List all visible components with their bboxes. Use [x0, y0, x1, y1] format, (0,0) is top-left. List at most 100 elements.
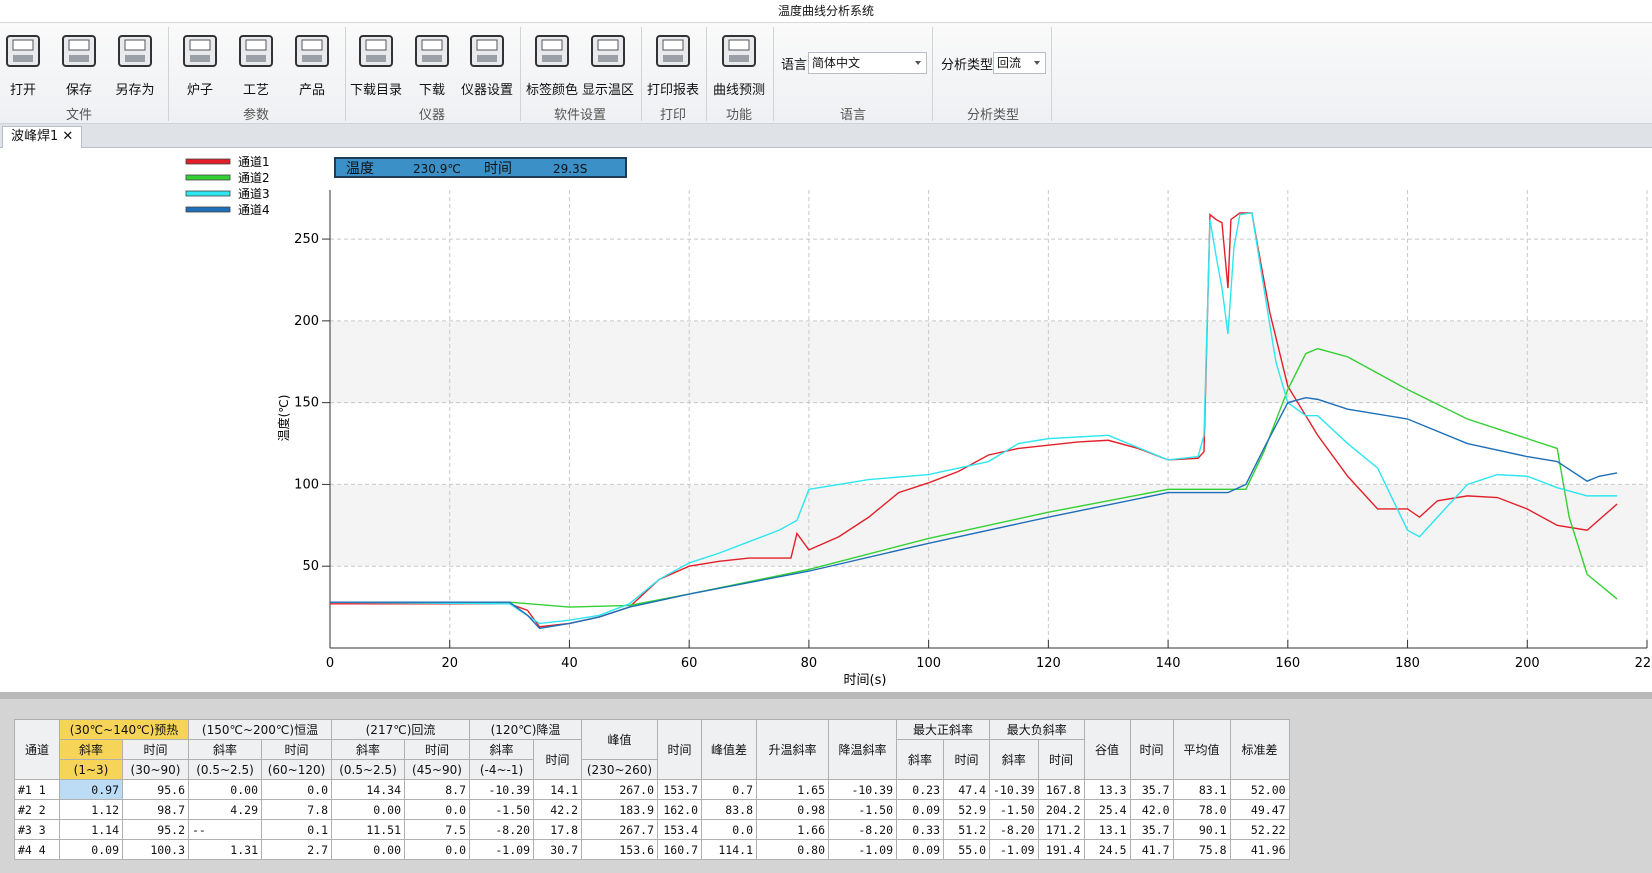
- table-cell[interactable]: 153.6: [581, 839, 658, 860]
- table-cell[interactable]: -1.09: [828, 839, 897, 860]
- toolbar-button[interactable]: 另存为: [105, 31, 165, 98]
- table-cell[interactable]: 35.7: [1129, 779, 1174, 800]
- table-cell[interactable]: 95.6: [122, 779, 189, 800]
- table-cell[interactable]: 162.0: [657, 799, 702, 820]
- table-cell[interactable]: 0.0: [261, 779, 332, 800]
- table-cell[interactable]: 35.7: [1129, 819, 1174, 840]
- table-cell[interactable]: -1.50: [469, 799, 534, 820]
- language-combo[interactable]: 简体中文: [808, 52, 927, 74]
- table-cell[interactable]: 7.8: [261, 799, 332, 820]
- table-cell[interactable]: -8.20: [828, 819, 897, 840]
- table-cell[interactable]: 0.7: [701, 779, 757, 800]
- table-cell[interactable]: 14.1: [533, 779, 582, 800]
- table-cell[interactable]: 0.0: [404, 839, 470, 860]
- table-cell[interactable]: -10.39: [989, 779, 1039, 800]
- table-cell[interactable]: 267.7: [581, 819, 658, 840]
- table-cell[interactable]: 1.65: [756, 779, 829, 800]
- table-cell[interactable]: 160.7: [657, 839, 702, 860]
- table-cell[interactable]: 13.1: [1083, 819, 1131, 840]
- table-cell[interactable]: 14.34: [331, 779, 405, 800]
- table-cell[interactable]: 41.7: [1129, 839, 1174, 860]
- table-cell[interactable]: -1.09: [989, 839, 1039, 860]
- table-cell[interactable]: 8.7: [404, 779, 470, 800]
- table-cell[interactable]: 0.00: [331, 799, 405, 820]
- toolbar-button[interactable]: 工艺: [226, 31, 286, 98]
- toolbar-button[interactable]: 打开: [0, 31, 53, 98]
- table-cell[interactable]: 25.4: [1083, 799, 1131, 820]
- table-cell[interactable]: 30.7: [533, 839, 582, 860]
- table-cell[interactable]: --: [188, 819, 262, 840]
- table-cell[interactable]: 1.31: [188, 839, 262, 860]
- table-cell[interactable]: 0.0: [701, 819, 757, 840]
- table-cell[interactable]: 24.5: [1083, 839, 1131, 860]
- table-cell[interactable]: 95.2: [122, 819, 189, 840]
- table-cell[interactable]: 42.0: [1129, 799, 1174, 820]
- table-cell[interactable]: 98.7: [122, 799, 189, 820]
- toolbar-button[interactable]: 产品: [282, 31, 342, 98]
- table-cell[interactable]: 42.2: [533, 799, 582, 820]
- table-cell[interactable]: 52.00: [1229, 779, 1290, 800]
- table-cell[interactable]: -1.09: [469, 839, 534, 860]
- table-cell[interactable]: 267.0: [581, 779, 658, 800]
- table-cell[interactable]: 0.09: [59, 839, 123, 860]
- toolbar-button[interactable]: 炉子: [170, 31, 230, 98]
- analysis-combo[interactable]: 回流: [993, 52, 1046, 74]
- table-cell[interactable]: 52.22: [1229, 819, 1290, 840]
- table-cell[interactable]: #2 2: [14, 799, 60, 820]
- table-cell[interactable]: 0.0: [404, 799, 470, 820]
- table-cell[interactable]: 78.0: [1172, 799, 1231, 820]
- toolbar-button[interactable]: 打印报表: [643, 31, 703, 98]
- table-cell[interactable]: 0.09: [896, 799, 944, 820]
- table-cell[interactable]: -1.50: [989, 799, 1039, 820]
- table-cell[interactable]: 1.14: [59, 819, 123, 840]
- table-cell[interactable]: #3 3: [14, 819, 60, 840]
- table-cell[interactable]: -10.39: [828, 779, 897, 800]
- document-tab[interactable]: 波峰焊1 ✕: [2, 126, 83, 148]
- table-cell[interactable]: 17.8: [533, 819, 582, 840]
- table-cell[interactable]: 114.1: [701, 839, 757, 860]
- table-cell[interactable]: 1.12: [59, 799, 123, 820]
- toolbar-button[interactable]: 保存: [49, 31, 109, 98]
- table-cell[interactable]: 153.7: [657, 779, 702, 800]
- table-cell[interactable]: -8.20: [469, 819, 534, 840]
- table-cell[interactable]: 0.1: [261, 819, 332, 840]
- table-cell[interactable]: -8.20: [989, 819, 1039, 840]
- table-cell[interactable]: -10.39: [469, 779, 534, 800]
- toolbar-button[interactable]: 下载: [402, 31, 462, 98]
- table-cell[interactable]: -1.50: [828, 799, 897, 820]
- toolbar-button[interactable]: 曲线预测: [709, 31, 769, 98]
- table-cell[interactable]: #4 4: [14, 839, 60, 860]
- table-cell[interactable]: 4.29: [188, 799, 262, 820]
- table-cell[interactable]: 83.8: [701, 799, 757, 820]
- table-cell[interactable]: 0.00: [188, 779, 262, 800]
- tab-close[interactable]: ✕: [62, 129, 74, 144]
- table-cell[interactable]: 11.51: [331, 819, 405, 840]
- table-cell[interactable]: 55.0: [943, 839, 990, 860]
- toolbar-button[interactable]: 仪器设置: [457, 31, 517, 98]
- table-cell[interactable]: 52.9: [943, 799, 990, 820]
- table-cell[interactable]: 167.8: [1037, 779, 1085, 800]
- toolbar-button[interactable]: 显示温区: [578, 31, 638, 98]
- table-cell[interactable]: 0.97: [59, 779, 123, 800]
- table-cell[interactable]: 171.2: [1037, 819, 1085, 840]
- table-cell[interactable]: 49.47: [1229, 799, 1290, 820]
- table-cell[interactable]: 1.66: [756, 819, 829, 840]
- table-cell[interactable]: 0.23: [896, 779, 944, 800]
- toolbar-button[interactable]: 标签颜色: [522, 31, 582, 98]
- table-cell[interactable]: 13.3: [1083, 779, 1131, 800]
- table-cell[interactable]: 7.5: [404, 819, 470, 840]
- table-cell[interactable]: 2.7: [261, 839, 332, 860]
- table-cell[interactable]: 83.1: [1172, 779, 1231, 800]
- table-cell[interactable]: 0.09: [896, 839, 944, 860]
- table-cell[interactable]: 0.80: [756, 839, 829, 860]
- table-cell[interactable]: #1 1: [14, 779, 60, 800]
- table-cell[interactable]: 191.4: [1037, 839, 1085, 860]
- table-cell[interactable]: 41.96: [1229, 839, 1290, 860]
- table-cell[interactable]: 51.2: [943, 819, 990, 840]
- table-cell[interactable]: 153.4: [657, 819, 702, 840]
- table-cell[interactable]: 0.98: [756, 799, 829, 820]
- table-cell[interactable]: 100.3: [122, 839, 189, 860]
- table-cell[interactable]: 204.2: [1037, 799, 1085, 820]
- table-cell[interactable]: 0.00: [331, 839, 405, 860]
- table-cell[interactable]: 183.9: [581, 799, 658, 820]
